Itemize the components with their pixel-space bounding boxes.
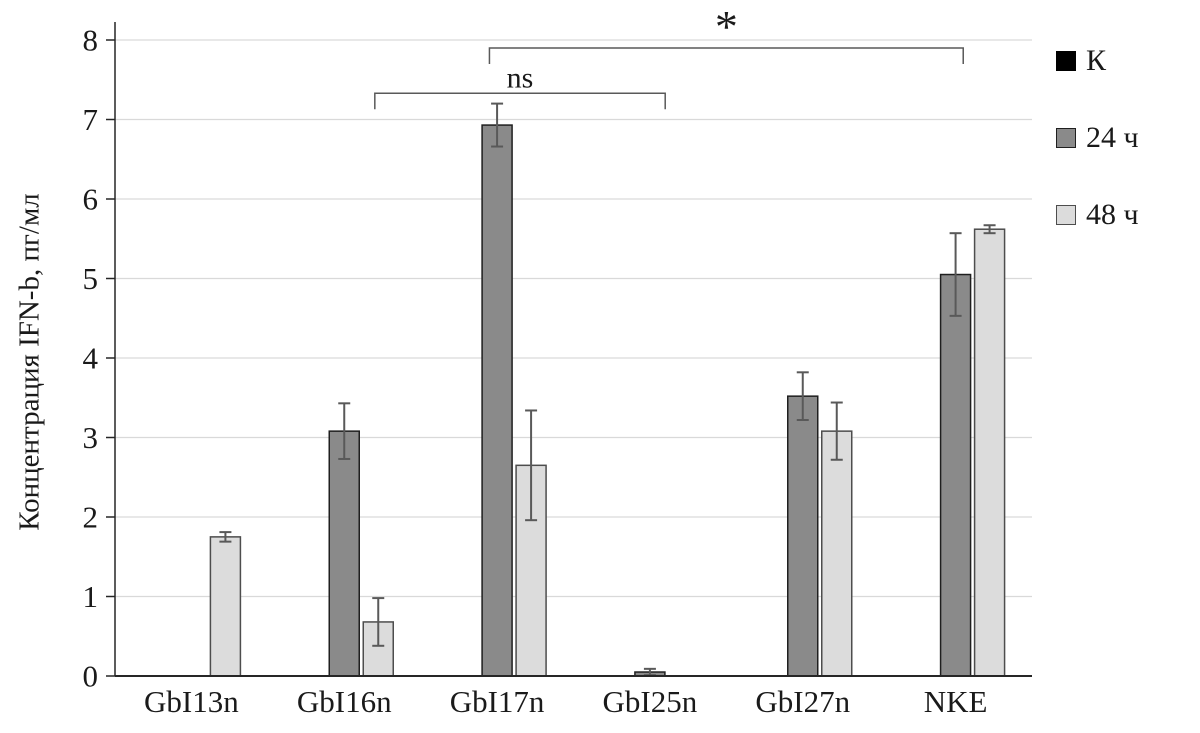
bar-48ч-GbI27n [821,430,853,677]
x-category-label: NKE [924,684,988,719]
x-category-label: GbI13n [144,684,239,719]
legend-label-k: К [1086,44,1107,77]
significance-label: ns [507,61,534,94]
y-tick-label: 6 [83,182,99,217]
significance-label: * [715,1,738,52]
legend-label-48h: 48 ч [1086,198,1139,231]
y-tick-label: 8 [83,23,99,58]
x-category-label: GbI16n [297,684,392,719]
bar-24ч-GbI17n [481,124,513,677]
x-category-label: GbI25n [603,684,698,719]
x-category-label: GbI27n [755,684,850,719]
bar-24ч-NKE [939,273,972,677]
y-tick-label: 5 [83,261,99,296]
significance-bracket [374,92,666,110]
legend-item-24h: 24 ч [1056,121,1139,155]
y-tick-label: 0 [83,659,99,694]
x-category-label: GbI17n [450,684,545,719]
legend-swatch-24h [1056,128,1076,148]
bar-48ч-GbI13n [209,536,242,677]
y-tick-label: 4 [83,341,99,376]
bar-48ч-NKE [973,228,1006,677]
legend-label-24h: 24 ч [1086,121,1139,154]
legend: К 24 ч 48 ч [1056,44,1139,232]
y-tick-label: 7 [83,102,99,137]
significance-bracket [488,47,964,64]
bar-24ч-GbI16n [328,430,360,677]
bar-24ч-GbI27n [787,395,819,677]
y-axis-title: Концентрация IFN-b, пг/мл [13,193,46,531]
legend-swatch-48h [1056,205,1076,225]
legend-item-k: К [1056,44,1139,78]
y-tick-label: 2 [83,500,99,535]
legend-item-48h: 48 ч [1056,198,1139,232]
y-tick-label: 3 [83,420,99,455]
legend-swatch-k [1056,51,1076,71]
y-tick-label: 1 [83,579,99,614]
